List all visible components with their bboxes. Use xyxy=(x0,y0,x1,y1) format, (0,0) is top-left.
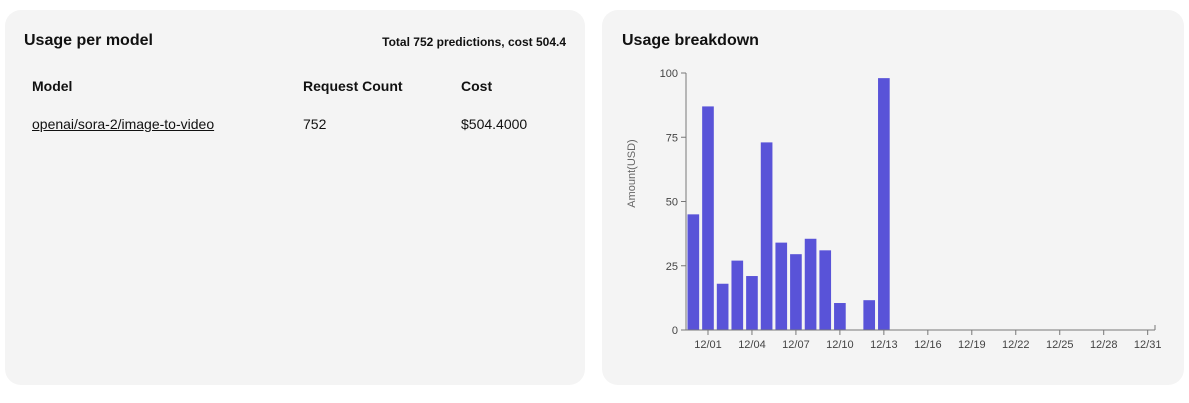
usage-breakdown-chart: 0 25 50 75 100 Amount(USD) 12/01 12/04 12/07 12/1… xyxy=(626,68,1162,351)
column-header-cost: Cost xyxy=(461,78,493,94)
chart-bar xyxy=(716,283,729,330)
usage-table: Model Request Count Cost openai/sora-2/i… xyxy=(32,78,561,138)
model-link[interactable]: openai/sora-2/image-to-video xyxy=(32,116,215,132)
model-cell: openai/sora-2/image-to-video xyxy=(32,116,303,138)
x-tick-label: 12/07 xyxy=(782,339,810,351)
request-count-cell: 752 xyxy=(303,116,327,132)
y-tick-label: 50 xyxy=(666,197,678,209)
chart-bar xyxy=(834,303,846,330)
x-tick-label: 12/10 xyxy=(826,339,854,351)
card-title: Usage breakdown xyxy=(622,32,759,49)
column-header-model: Model xyxy=(32,78,73,94)
chart-bar xyxy=(878,78,890,330)
chart-bar xyxy=(702,106,714,330)
y-axis-label: Amount(USD) xyxy=(626,139,638,207)
chart-bar xyxy=(746,276,758,330)
x-tick-label: 12/13 xyxy=(870,339,898,351)
y-tick-label: 100 xyxy=(660,68,678,80)
usage-summary: Total 752 predictions, cost 504.4 xyxy=(382,35,566,49)
chart-bar xyxy=(819,250,832,330)
x-tick-label: 12/16 xyxy=(914,339,942,351)
y-tick-label: 75 xyxy=(666,132,678,144)
x-tick-label: 12/31 xyxy=(1134,339,1162,351)
table-row: openai/sora-2/image-to-video 752 $504.40… xyxy=(32,116,561,138)
x-tick-label: 12/19 xyxy=(958,339,986,351)
chart-bar xyxy=(863,300,876,330)
x-tick-label: 12/22 xyxy=(1002,339,1030,351)
usage-per-model-card: Usage per model Total 752 predictions, c… xyxy=(5,10,585,385)
chart-bar xyxy=(790,254,802,330)
x-tick-label: 12/25 xyxy=(1046,339,1074,351)
x-tick-label: 12/04 xyxy=(738,339,766,351)
y-tick-label: 25 xyxy=(666,261,678,273)
column-header-request-count: Request Count xyxy=(303,78,403,94)
x-tick-label: 12/01 xyxy=(694,339,722,351)
chart-bar xyxy=(731,260,744,330)
x-tick-label: 12/28 xyxy=(1090,339,1118,351)
chart-bar xyxy=(760,142,773,330)
chart-bar xyxy=(804,238,817,330)
cost-cell: $504.4000 xyxy=(461,116,528,132)
card-title: Usage per model xyxy=(24,32,153,49)
table-header-row: Model Request Count Cost xyxy=(32,78,561,116)
chart-bar xyxy=(687,214,700,330)
chart-bar xyxy=(775,242,788,330)
usage-breakdown-card: Usage breakdown 0 25 50 75 100 Amount(USD) 12/… xyxy=(602,10,1184,385)
y-tick-label: 0 xyxy=(672,325,678,337)
